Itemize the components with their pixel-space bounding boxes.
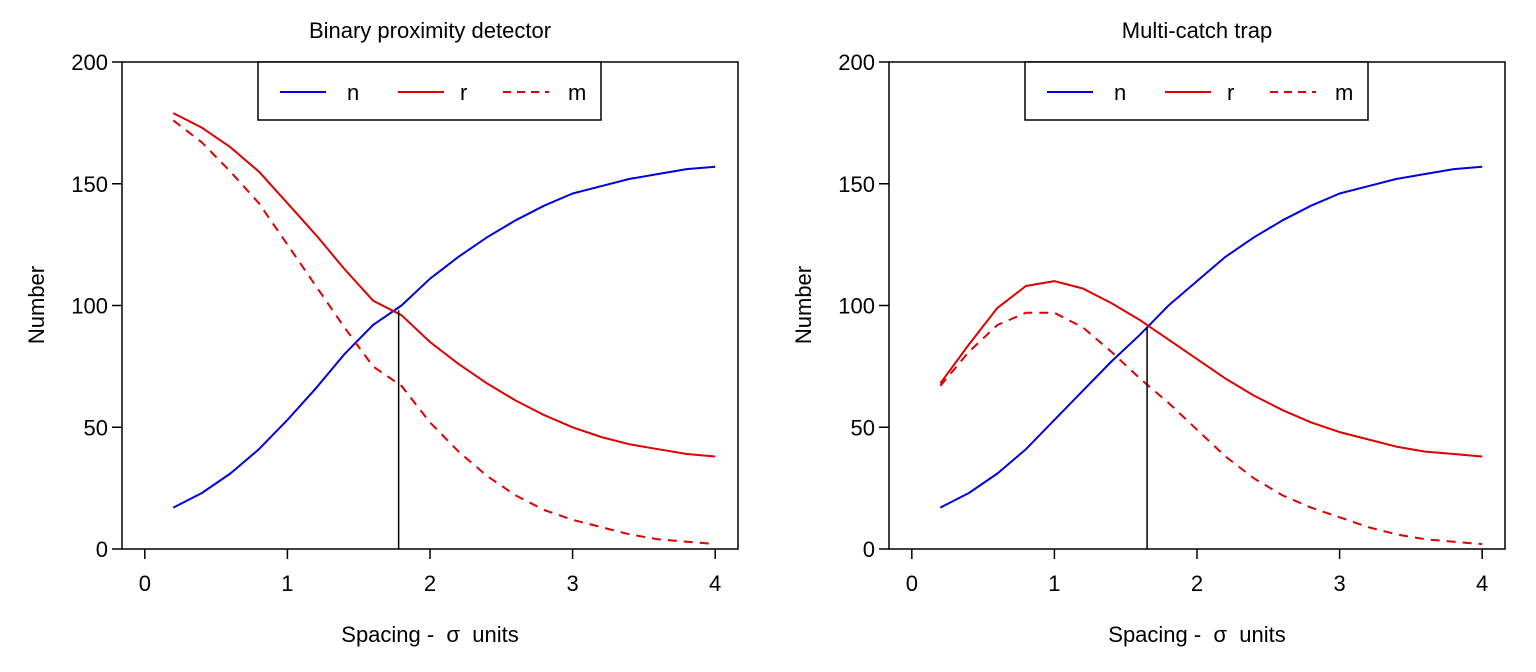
legend-label-n: n [1114, 80, 1126, 105]
y-tick-label: 100 [71, 294, 108, 319]
y-tick-label: 100 [838, 294, 875, 319]
chart-title: Multi-catch trap [1122, 18, 1272, 43]
chart-title: Binary proximity detector [309, 18, 551, 43]
x-axis-label: Spacing - σ units [1108, 622, 1285, 647]
y-axis-label: Number [791, 266, 816, 344]
y-tick-label: 150 [838, 172, 875, 197]
x-axis-ticks: 0 1 2 3 4 [906, 549, 1488, 596]
y-tick-label: 200 [838, 50, 875, 75]
x-tick-label: 3 [566, 571, 578, 596]
panel-multi-catch-trap: Multi-catch trap Spacing - σ units Numbe… [791, 18, 1506, 647]
x-tick-label: 2 [1191, 571, 1203, 596]
series-line-m [172, 119, 716, 546]
x-tick-label: 0 [906, 571, 918, 596]
legend: n r m [257, 61, 602, 121]
legend-label-m: m [568, 80, 586, 105]
legend: n r m [1024, 61, 1369, 121]
y-axis-label: Number [24, 266, 49, 344]
y-tick-label: 50 [84, 415, 108, 440]
panel-binary-proximity-detector: Binary proximity detector Spacing - σ un… [24, 18, 739, 647]
series-line-r [939, 280, 1483, 458]
y-axis-ticks: 0 50 100 150 200 [838, 50, 889, 562]
y-axis-ticks: 0 50 100 150 200 [71, 50, 122, 562]
x-tick-label: 1 [281, 571, 293, 596]
y-tick-label: 0 [863, 537, 875, 562]
legend-label-r: r [1227, 80, 1234, 105]
legend-label-m: m [1335, 80, 1353, 105]
series-line-n [939, 165, 1483, 509]
y-tick-label: 50 [851, 415, 875, 440]
plot-frame [888, 61, 1506, 550]
x-axis-label: Spacing - σ units [341, 622, 518, 647]
y-tick-label: 150 [71, 172, 108, 197]
series-line-n [172, 165, 716, 509]
legend-label-r: r [460, 80, 467, 105]
x-tick-label: 0 [139, 571, 151, 596]
y-tick-label: 0 [96, 537, 108, 562]
x-tick-label: 3 [1333, 571, 1345, 596]
legend-label-n: n [347, 80, 359, 105]
series-line-m [939, 311, 1483, 546]
x-tick-label: 4 [709, 571, 721, 596]
x-tick-label: 2 [424, 571, 436, 596]
plot-content [172, 112, 716, 549]
plot-content [939, 165, 1483, 549]
x-tick-label: 4 [1476, 571, 1488, 596]
series-line-r [172, 112, 716, 458]
y-tick-label: 200 [71, 50, 108, 75]
x-tick-label: 1 [1048, 571, 1060, 596]
x-axis-ticks: 0 1 2 3 4 [139, 549, 721, 596]
